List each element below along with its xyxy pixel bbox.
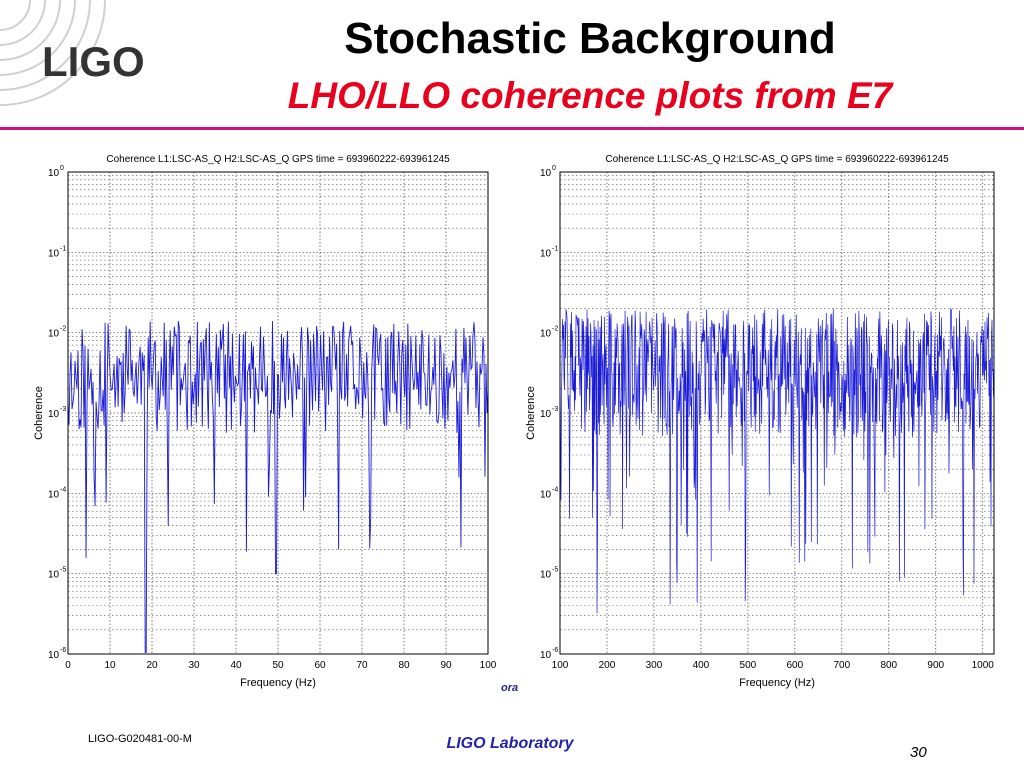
x-axis-label: Frequency (Hz)	[739, 677, 815, 689]
y-tick-exponent: 0	[60, 165, 64, 172]
x-tick-label: 800	[880, 660, 897, 671]
y-tick-exponent: -6	[552, 647, 558, 654]
coherence-chart-lho-llo-0-100hz: 10 010 -110 -210 -310 -410 -510 -60 10 20 30 40 50 60…	[28, 150, 510, 695]
y-tick-exponent: -3	[60, 406, 66, 413]
y-axis-label: Coherence	[525, 386, 537, 440]
x-tick-label: 600	[787, 660, 804, 671]
x-tick-label: 40	[230, 660, 242, 671]
y-tick-exponent: -2	[552, 326, 558, 333]
y-tick-exponent: -5	[60, 567, 66, 574]
y-tick-label: 10	[48, 409, 60, 420]
y-tick-label: 10	[540, 650, 552, 661]
x-tick-label: 80	[398, 660, 410, 671]
y-tick-label: 10	[540, 409, 552, 420]
coherence-series-line	[559, 307, 995, 614]
y-tick-label: 10	[540, 570, 552, 581]
y-tick-label: 10	[48, 329, 60, 340]
x-tick-label: 50	[272, 660, 284, 671]
x-tick-label: 100	[480, 660, 497, 671]
y-tick-label: 10	[540, 329, 552, 340]
y-tick-label: 10	[48, 489, 60, 500]
ligo-logo-icon: LIGO	[0, 0, 145, 106]
x-tick-label: 900	[927, 660, 944, 671]
y-tick-exponent: 0	[552, 165, 556, 172]
y-tick-label: 10	[540, 489, 552, 500]
slide-title: Stochastic Background	[344, 14, 836, 63]
slide-subtitle: LHO/LLO coherence plots from E7	[287, 75, 893, 116]
chart-title: Coherence L1:LSC-AS_Q H2:LSC-AS_Q GPS ti…	[106, 154, 450, 165]
x-tick-label: 60	[314, 660, 326, 671]
coherence-series-line	[67, 320, 489, 653]
y-tick-exponent: -5	[552, 567, 558, 574]
x-tick-label: 200	[599, 660, 616, 671]
y-tick-label: 10	[48, 168, 60, 179]
x-tick-label: 20	[146, 660, 158, 671]
y-tick-exponent: -3	[552, 406, 558, 413]
x-tick-label: 90	[440, 660, 452, 671]
y-tick-label: 10	[540, 248, 552, 259]
footer-lab-name: LIGO Laboratory	[446, 735, 574, 752]
plot-frame	[559, 171, 995, 655]
x-tick-label: 10	[104, 660, 116, 671]
cropped-label: ora	[501, 682, 519, 694]
y-tick-exponent: -1	[60, 245, 66, 252]
x-tick-label: 400	[693, 660, 710, 671]
y-tick-label: 10	[48, 650, 60, 661]
y-tick-label: 10	[540, 168, 552, 179]
y-tick-label: 10	[48, 248, 60, 259]
x-tick-label: 70	[356, 660, 368, 671]
x-tick-label: 0	[65, 660, 71, 671]
page-number: 30	[910, 744, 927, 761]
x-tick-label: 500	[740, 660, 757, 671]
x-tick-label: 300	[646, 660, 663, 671]
y-axis-label: Coherence	[33, 386, 45, 440]
y-tick-exponent: -1	[552, 245, 558, 252]
x-tick-label: 30	[188, 660, 200, 671]
x-axis-label: Frequency (Hz)	[240, 677, 316, 689]
header-divider	[0, 127, 1024, 130]
y-tick-label: 10	[48, 570, 60, 581]
y-tick-exponent: -4	[552, 486, 558, 493]
y-tick-exponent: -6	[60, 647, 66, 654]
document-id: LIGO-G020481-00-M	[88, 733, 192, 745]
x-tick-label: 700	[833, 660, 850, 671]
y-tick-exponent: -2	[60, 326, 66, 333]
x-tick-label: 1000	[972, 660, 995, 671]
logo-text: LIGO	[42, 38, 145, 85]
plot-background	[28, 150, 510, 695]
y-tick-exponent: -4	[60, 486, 66, 493]
x-tick-label: 100	[552, 660, 569, 671]
plot-frame	[67, 171, 489, 655]
chart-title: Coherence L1:LSC-AS_Q H2:LSC-AS_Q GPS ti…	[605, 154, 949, 165]
